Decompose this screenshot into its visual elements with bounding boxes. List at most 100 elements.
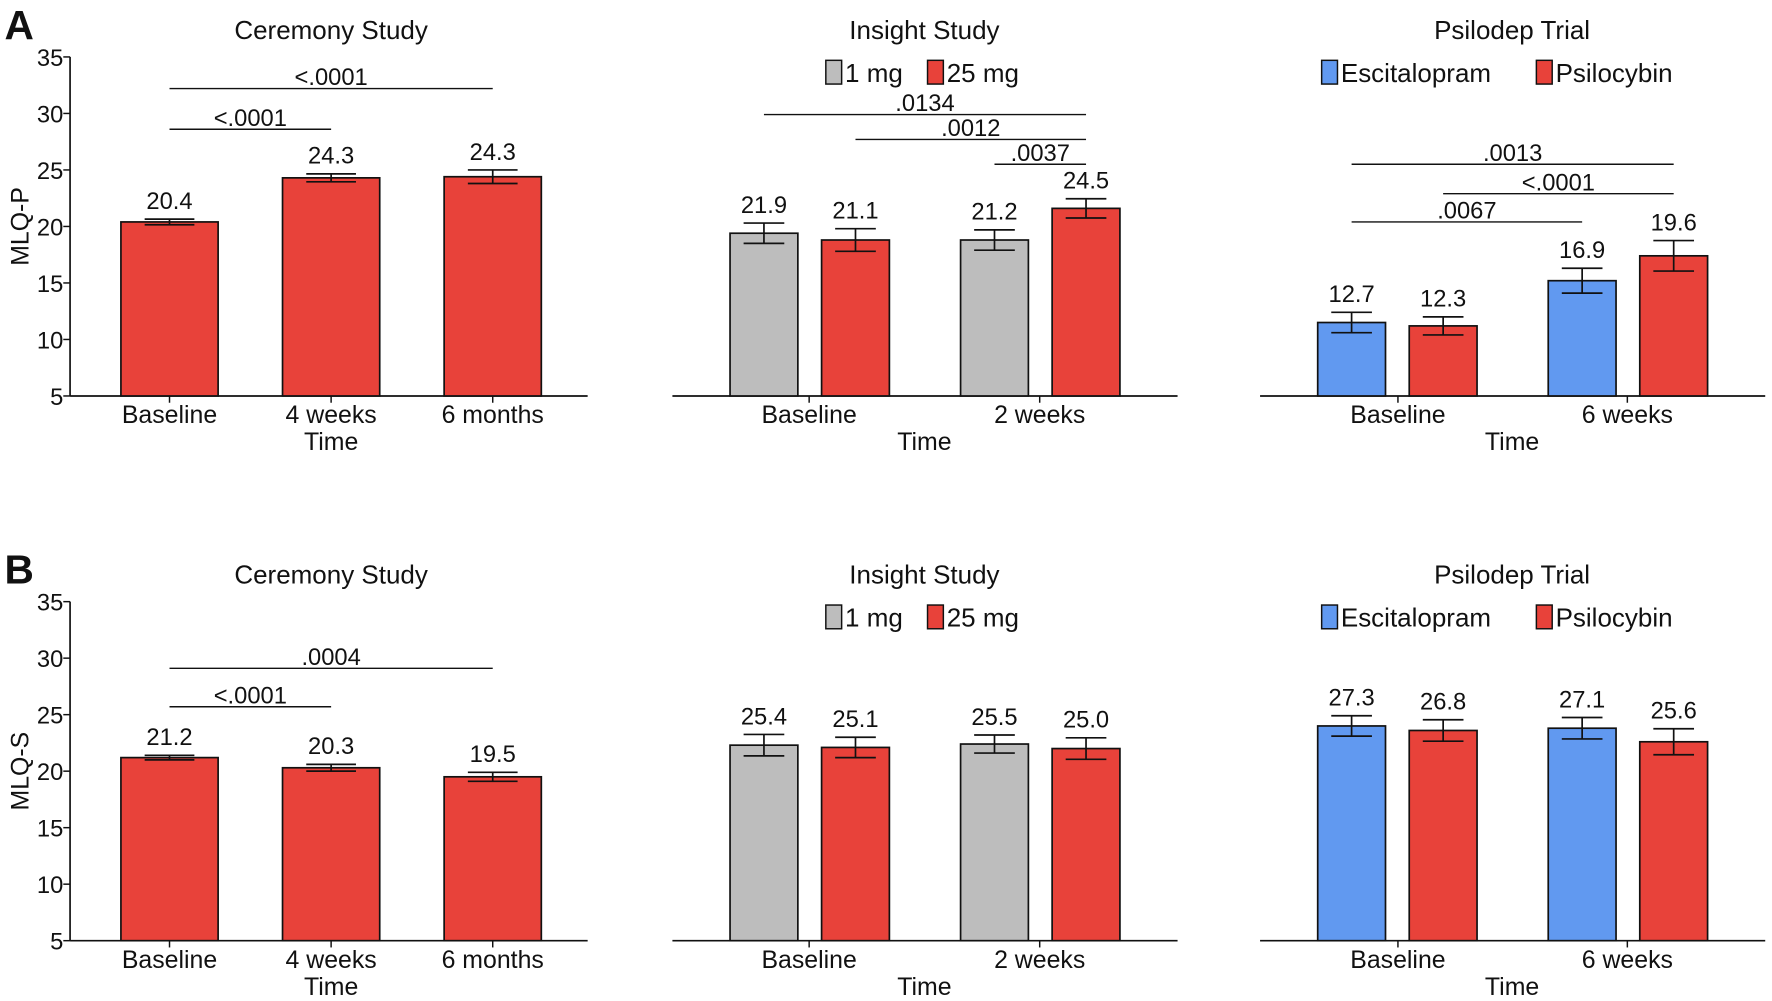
legend-label: 25 mg <box>947 58 1019 88</box>
bar <box>1638 740 1709 942</box>
legend-label: 25 mg <box>947 603 1019 633</box>
p-value-label: .0037 <box>1011 141 1070 167</box>
data-label: 21.2 <box>971 200 1017 226</box>
x-axis-label: Time <box>897 973 951 1001</box>
x-axis-label: Time <box>897 428 951 456</box>
x-tick-label: 4 weeks <box>286 401 377 429</box>
chart-panel-3: Psilodep Trial Escitalopram Psilocybin Base… <box>1260 15 1766 456</box>
p-value-label: <.0001 <box>214 683 287 709</box>
panel-letter: B <box>5 547 34 593</box>
legend-label: Escitalopram <box>1341 58 1491 88</box>
legend-swatch-blue <box>1320 604 1339 630</box>
x-axis-label: Time <box>304 428 358 456</box>
y-tick-label: 25 <box>37 159 63 185</box>
p-value-label: <.0001 <box>214 106 287 132</box>
x-axis-label: Time <box>304 973 358 1001</box>
data-label: 21.1 <box>832 199 878 225</box>
x-tick-label: 6 months <box>442 401 544 429</box>
y-tick-label: 5 <box>50 930 63 956</box>
data-label: 25.4 <box>741 704 787 730</box>
legend-swatch-blue <box>1320 59 1339 85</box>
y-tick-label: 10 <box>37 329 63 355</box>
legend-swatch-gray <box>825 59 843 85</box>
y-tick-label: 20 <box>37 760 63 786</box>
x-tick-label: Baseline <box>122 401 217 429</box>
legend-swatch-red <box>926 59 945 85</box>
data-label: 24.5 <box>1063 169 1109 195</box>
chart-panel-5: Insight Study 1 mg 25 mg Baseline 2 weeks Tim… <box>672 560 1178 1001</box>
data-label: 25.1 <box>832 707 878 733</box>
data-label: 25.5 <box>971 705 1017 731</box>
bar <box>1316 725 1387 942</box>
x-tick-label: 2 weeks <box>994 946 1085 974</box>
x-tick-label: Baseline <box>1350 401 1445 429</box>
y-tick-label: 15 <box>37 272 63 298</box>
p-value-label: <.0001 <box>295 65 368 91</box>
data-label: 21.2 <box>146 725 192 751</box>
bar <box>820 239 891 397</box>
bar <box>729 744 799 942</box>
y-tick-label: 25 <box>37 704 63 730</box>
data-label: 16.9 <box>1559 238 1605 264</box>
legend-label: Psilocybin <box>1556 58 1673 88</box>
chart-title: Psilodep Trial <box>1434 560 1590 590</box>
x-tick-label: Baseline <box>1350 946 1445 974</box>
x-tick-label: Baseline <box>761 946 856 974</box>
y-tick-label: 20 <box>37 215 63 241</box>
chart-title: Ceremony Study <box>234 15 428 45</box>
x-tick-label: Baseline <box>122 946 217 974</box>
bar <box>120 756 219 942</box>
panel-letter: A <box>5 2 34 48</box>
bar <box>959 743 1030 942</box>
y-tick-label: 5 <box>50 385 63 411</box>
y-axis-label: MLQ-S <box>6 732 34 811</box>
y-axis-label: MLQ-P <box>6 187 34 266</box>
x-tick-label: 4 weeks <box>286 946 377 974</box>
data-label: 25.6 <box>1651 699 1697 725</box>
legend-swatch-gray <box>825 604 843 630</box>
chart-title: Insight Study <box>849 15 999 45</box>
data-label: 12.3 <box>1420 287 1466 313</box>
data-label: 21.9 <box>741 193 787 219</box>
p-value-label: .0067 <box>1437 199 1496 225</box>
p-value-label: <.0001 <box>1522 170 1595 196</box>
chart-panel-6: Psilodep Trial Escitalopram Psilocybin Base… <box>1260 560 1766 1001</box>
legend-label: Psilocybin <box>1556 603 1673 633</box>
bar <box>729 232 799 397</box>
x-tick-label: 6 months <box>442 946 544 974</box>
bar <box>1638 254 1709 397</box>
data-label: 25.0 <box>1063 708 1109 734</box>
data-label: 27.3 <box>1329 686 1375 712</box>
data-label: 24.3 <box>470 140 516 166</box>
bar <box>443 175 543 397</box>
y-tick-label: 10 <box>37 873 63 899</box>
y-tick-label: 35 <box>37 591 63 617</box>
bar <box>443 775 543 942</box>
x-tick-label: 6 weeks <box>1582 946 1673 974</box>
data-label: 20.4 <box>146 189 192 215</box>
bar <box>959 239 1030 397</box>
bar <box>120 221 219 397</box>
bar <box>1547 279 1617 397</box>
legend-label: 1 mg <box>845 603 903 633</box>
bar <box>1408 729 1478 942</box>
data-label: 12.7 <box>1329 282 1375 308</box>
p-value-label: .0004 <box>301 645 360 671</box>
data-label: 26.8 <box>1420 690 1466 716</box>
x-tick-label: 2 weeks <box>994 401 1085 429</box>
data-label: 19.6 <box>1651 210 1697 236</box>
bar <box>281 766 381 942</box>
x-tick-label: Baseline <box>761 401 856 429</box>
bar <box>1547 727 1617 942</box>
chart-panel-1: A Ceremony Study 5 10 15 20 25 30 35 MLQ-P Baselin… <box>5 2 588 456</box>
y-tick-label: 30 <box>37 647 63 673</box>
data-label: 24.3 <box>308 144 354 170</box>
data-label: 19.5 <box>470 742 516 768</box>
chart-panel-4: B Ceremony Study 5 10 15 20 25 30 35 MLQ-S Baselin… <box>5 547 588 1001</box>
chart-title: Insight Study <box>849 560 999 590</box>
bar <box>820 746 891 942</box>
y-tick-label: 35 <box>37 46 63 72</box>
legend-label: Escitalopram <box>1341 603 1491 633</box>
x-tick-label: 6 weeks <box>1582 401 1673 429</box>
